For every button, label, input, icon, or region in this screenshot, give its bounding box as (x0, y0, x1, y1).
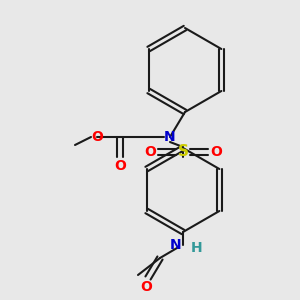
Text: S: S (178, 145, 188, 160)
Text: O: O (114, 159, 126, 173)
Text: O: O (144, 145, 156, 159)
Text: O: O (91, 130, 103, 144)
Text: N: N (164, 130, 176, 144)
Text: H: H (191, 241, 202, 255)
Text: O: O (140, 280, 152, 294)
Text: N: N (169, 238, 181, 252)
Text: O: O (210, 145, 222, 159)
